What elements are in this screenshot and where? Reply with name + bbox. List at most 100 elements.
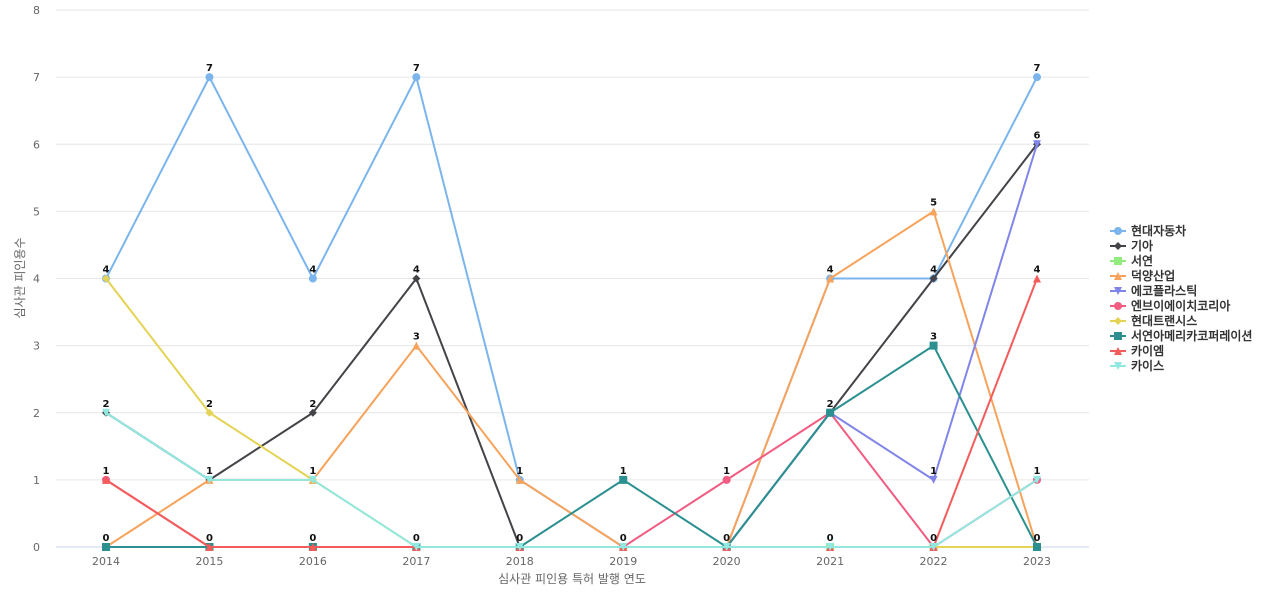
data-label: 7 (206, 63, 213, 74)
data-point (722, 475, 731, 484)
data-point (102, 274, 110, 283)
data-point (1114, 302, 1122, 310)
y-tick-label: 6 (33, 138, 40, 151)
data-point (102, 408, 110, 417)
data-label: 0 (1034, 533, 1041, 544)
x-tick-label: 2022 (920, 555, 948, 568)
legend-label: 카이스 (1131, 358, 1164, 373)
data-point (929, 274, 938, 283)
y-tick-label: 3 (33, 340, 40, 353)
data-label: 0 (620, 533, 627, 544)
y-tick-label: 2 (33, 407, 40, 420)
data-label: 1 (103, 466, 110, 477)
data-label: 0 (413, 533, 420, 544)
legend-label: 카이엠 (1131, 343, 1164, 358)
y-tick-label: 8 (33, 4, 40, 17)
data-label: 1 (309, 466, 316, 477)
data-point (1114, 242, 1122, 250)
data-point (1114, 227, 1122, 235)
data-point (102, 543, 110, 551)
data-point (1033, 274, 1041, 283)
data-point (308, 543, 317, 551)
data-label: 7 (1034, 63, 1041, 74)
legend-label: 서연 (1131, 253, 1153, 268)
series-line (106, 344, 1038, 548)
data-label: 6 (1034, 130, 1041, 141)
data-point (102, 475, 110, 484)
data-point (1114, 272, 1122, 280)
legend-item: 카이스 (1110, 358, 1164, 373)
data-label: 4 (827, 265, 834, 276)
data-point (308, 274, 317, 283)
data-label: 2 (309, 399, 316, 410)
x-tick-label: 2023 (1023, 555, 1051, 568)
data-label: 1 (206, 466, 213, 477)
legend-item: 서연 (1110, 253, 1153, 268)
data-label: 0 (309, 533, 316, 544)
legend: 현대자동차기아서연덕양산업에코플라스틱엔브이에이치코리아현대트랜시스서연아메리카… (1110, 223, 1252, 373)
x-tick-label: 2018 (506, 555, 534, 568)
data-label: 1 (516, 466, 523, 477)
data-label: 1 (1034, 466, 1041, 477)
series-서연아메리카코퍼레이션 (102, 341, 1041, 551)
data-point (1033, 543, 1041, 551)
legend-label: 기아 (1131, 238, 1153, 253)
data-point (1033, 475, 1041, 484)
x-tick-label: 2015 (195, 555, 223, 568)
y-tick-label: 5 (33, 205, 40, 218)
legend-label: 현대트랜시스 (1131, 313, 1197, 328)
legend-item: 카이엠 (1110, 343, 1164, 358)
data-point (1114, 332, 1122, 340)
y-tick-label: 1 (33, 474, 40, 487)
data-point (722, 543, 731, 551)
data-label: 1 (930, 466, 937, 477)
data-point (205, 73, 214, 82)
legend-label: 현대자동차 (1131, 223, 1186, 238)
legend-label: 서연아메리카코퍼레이션 (1131, 328, 1252, 343)
series-카이스 (102, 408, 1041, 551)
data-point (205, 475, 214, 484)
data-label: 0 (930, 533, 937, 544)
axes: 심사관 피인용 특허 발행 연도 심사관 피인용수 0 1 2 3 4 5 6 7 8 2 0 1 4 2… (13, 4, 1089, 586)
legend-label: 엔브이에이치코리아 (1131, 298, 1230, 313)
y-tick-label: 0 (33, 541, 40, 554)
legend-label: 에코플라스틱 (1131, 283, 1197, 298)
data-point (412, 274, 421, 283)
data-label: 3 (413, 332, 420, 343)
data-point (826, 408, 835, 417)
x-tick-label: 2016 (299, 555, 327, 568)
data-point (929, 207, 938, 216)
legend-item: 현대자동차 (1110, 223, 1186, 238)
data-point (929, 543, 938, 551)
data-point (308, 475, 317, 484)
legend-item: 현대트랜시스 (1110, 313, 1197, 328)
data-point (515, 543, 524, 551)
y-tick-label: 7 (33, 71, 40, 84)
data-label: 4 (309, 265, 316, 276)
data-point (1114, 287, 1122, 295)
data-label: 7 (413, 63, 420, 74)
data-point (929, 475, 938, 484)
series-line (105, 210, 1038, 548)
series-덕양산업 (102, 207, 1041, 551)
x-axis-title: 심사관 피인용 특허 발행 연도 (498, 571, 646, 586)
legend-item: 엔브이에이치코리아 (1110, 298, 1230, 313)
data-label: 1 (620, 466, 627, 477)
data-point (1033, 73, 1041, 82)
y-axis-title: 심사관 피인용수 (13, 237, 27, 318)
data-label: 0 (206, 533, 213, 544)
data-point (929, 341, 938, 350)
series-lines (102, 73, 1041, 551)
data-label: 0 (723, 533, 730, 544)
data-label: 5 (930, 197, 937, 208)
legend-item: 에코플라스틱 (1110, 283, 1197, 298)
data-label: 0 (516, 533, 523, 544)
y-tick-label: 4 (33, 273, 40, 286)
x-tick-label: 2021 (816, 555, 844, 568)
data-point (1114, 317, 1122, 325)
data-label: 4 (103, 265, 110, 276)
series-line (105, 411, 1038, 548)
data-point (412, 543, 421, 551)
